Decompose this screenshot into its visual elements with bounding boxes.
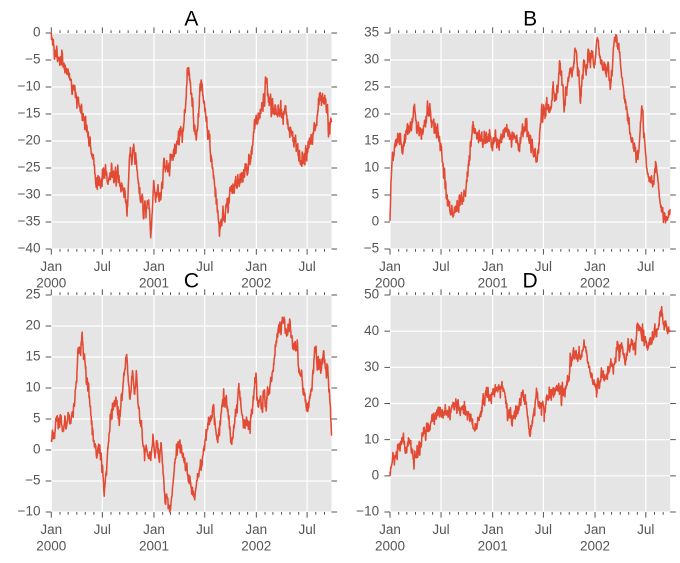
svg-text:D: D bbox=[523, 270, 538, 293]
svg-text:0: 0 bbox=[372, 467, 380, 482]
svg-text:Jan: Jan bbox=[143, 259, 165, 274]
svg-text:15: 15 bbox=[25, 349, 40, 364]
svg-text:Jan: Jan bbox=[379, 259, 401, 274]
svg-text:−40: −40 bbox=[18, 241, 41, 256]
svg-text:Jan: Jan bbox=[143, 522, 165, 537]
svg-text:−30: −30 bbox=[18, 187, 41, 202]
svg-text:Jul: Jul bbox=[94, 259, 111, 274]
svg-text:−35: −35 bbox=[18, 214, 41, 229]
svg-text:30: 30 bbox=[364, 359, 379, 374]
svg-text:Jan: Jan bbox=[482, 259, 504, 274]
svg-text:−15: −15 bbox=[18, 106, 41, 121]
svg-text:−10: −10 bbox=[18, 504, 41, 519]
svg-text:Jan: Jan bbox=[245, 522, 267, 537]
svg-text:Jul: Jul bbox=[637, 522, 654, 537]
svg-text:Jul: Jul bbox=[432, 522, 449, 537]
svg-text:Jan: Jan bbox=[40, 259, 62, 274]
svg-text:Jan: Jan bbox=[584, 259, 606, 274]
svg-text:2001: 2001 bbox=[139, 276, 169, 291]
svg-text:−10: −10 bbox=[18, 79, 41, 94]
svg-text:C: C bbox=[184, 270, 199, 293]
svg-text:20: 20 bbox=[25, 318, 40, 333]
svg-text:Jan: Jan bbox=[40, 522, 62, 537]
svg-text:25: 25 bbox=[364, 79, 379, 94]
svg-text:0: 0 bbox=[372, 214, 380, 229]
svg-text:B: B bbox=[523, 8, 537, 31]
svg-text:Jan: Jan bbox=[584, 522, 606, 537]
svg-text:−10: −10 bbox=[356, 504, 379, 519]
svg-text:5: 5 bbox=[372, 187, 380, 202]
svg-text:30: 30 bbox=[364, 52, 379, 67]
svg-text:Jan: Jan bbox=[379, 522, 401, 537]
svg-text:Jan: Jan bbox=[245, 259, 267, 274]
svg-text:Jul: Jul bbox=[432, 259, 449, 274]
svg-text:−5: −5 bbox=[25, 52, 40, 67]
svg-text:2001: 2001 bbox=[478, 276, 508, 291]
svg-text:10: 10 bbox=[364, 431, 379, 446]
svg-text:25: 25 bbox=[25, 287, 40, 302]
svg-text:2000: 2000 bbox=[36, 539, 66, 554]
svg-text:Jul: Jul bbox=[196, 522, 213, 537]
svg-text:15: 15 bbox=[364, 133, 379, 148]
svg-text:0: 0 bbox=[33, 25, 41, 40]
svg-text:2002: 2002 bbox=[241, 276, 271, 291]
svg-text:Jul: Jul bbox=[298, 522, 315, 537]
svg-text:2002: 2002 bbox=[580, 276, 610, 291]
svg-text:−5: −5 bbox=[364, 241, 379, 256]
svg-text:20: 20 bbox=[364, 395, 379, 410]
svg-text:10: 10 bbox=[364, 160, 379, 175]
svg-text:Jul: Jul bbox=[637, 259, 654, 274]
svg-text:Jan: Jan bbox=[482, 522, 504, 537]
svg-text:10: 10 bbox=[25, 380, 40, 395]
svg-text:A: A bbox=[184, 8, 198, 31]
svg-text:20: 20 bbox=[364, 106, 379, 121]
svg-text:2002: 2002 bbox=[580, 539, 610, 554]
svg-text:Jul: Jul bbox=[196, 259, 213, 274]
svg-text:50: 50 bbox=[364, 287, 379, 302]
svg-text:Jul: Jul bbox=[535, 522, 552, 537]
svg-text:Jul: Jul bbox=[298, 259, 315, 274]
svg-text:2000: 2000 bbox=[375, 539, 405, 554]
svg-text:40: 40 bbox=[364, 323, 379, 338]
svg-text:−5: −5 bbox=[25, 473, 40, 488]
svg-text:−25: −25 bbox=[18, 160, 41, 175]
svg-text:2001: 2001 bbox=[478, 539, 508, 554]
svg-text:5: 5 bbox=[33, 411, 41, 426]
svg-text:35: 35 bbox=[364, 25, 379, 40]
svg-text:0: 0 bbox=[33, 442, 41, 457]
svg-text:2001: 2001 bbox=[139, 539, 169, 554]
svg-text:2002: 2002 bbox=[241, 539, 271, 554]
svg-text:Jul: Jul bbox=[94, 522, 111, 537]
svg-text:2000: 2000 bbox=[375, 276, 405, 291]
svg-text:Jul: Jul bbox=[535, 259, 552, 274]
svg-text:2000: 2000 bbox=[36, 276, 66, 291]
svg-text:−20: −20 bbox=[18, 133, 41, 148]
